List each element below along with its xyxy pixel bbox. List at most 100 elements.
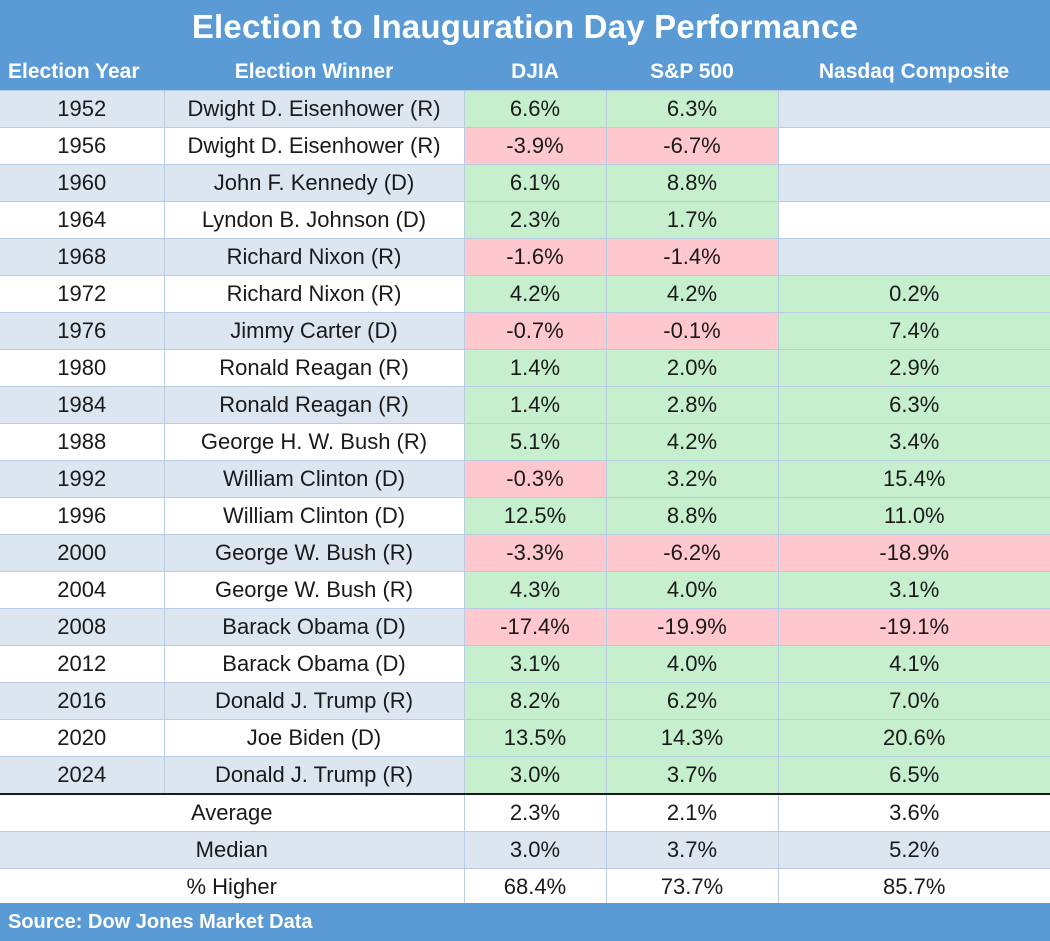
nasdaq-cell: 3.4% (778, 423, 1050, 461)
djia-cell: -3.9% (464, 127, 607, 165)
election-winner-cell: Richard Nixon (R) (164, 238, 465, 276)
nasdaq-cell (778, 90, 1050, 128)
djia-cell: -1.6% (464, 238, 607, 276)
source-note: Source: Dow Jones Market Data (0, 903, 1050, 941)
nasdaq-cell (778, 164, 1050, 202)
table-row: 1956 Dwight D. Eisenhower (R) -3.9% -6.7% (0, 127, 1050, 165)
table-row: 1980 Ronald Reagan (R) 1.4% 2.0% 2.9% (0, 349, 1050, 387)
election-year-cell: 1976 (0, 312, 165, 350)
summary-label: Average (0, 793, 465, 832)
summary-label: % Higher (0, 868, 465, 905)
performance-table: Election Year Election Winner DJIA S&P 5… (0, 53, 1050, 905)
election-winner-cell: Barack Obama (D) (164, 645, 465, 683)
election-year-cell: 1988 (0, 423, 165, 461)
sp500-cell: 4.2% (606, 423, 779, 461)
table-row: 2012 Barack Obama (D) 3.1% 4.0% 4.1% (0, 645, 1050, 683)
election-winner-cell: Barack Obama (D) (164, 608, 465, 646)
summary-row: Median 3.0% 3.7% 5.2% (0, 831, 1050, 869)
nasdaq-cell: 0.2% (778, 275, 1050, 313)
djia-cell: 6.6% (464, 90, 607, 128)
table-body: 1952 Dwight D. Eisenhower (R) 6.6% 6.3% 1956… (0, 90, 1050, 905)
summary-nasdaq-cell: 85.7% (778, 868, 1050, 905)
election-winner-cell: John F. Kennedy (D) (164, 164, 465, 202)
summary-nasdaq-cell: 3.6% (778, 793, 1050, 832)
column-header-sp500: S&P 500 (606, 53, 778, 91)
nasdaq-cell: 2.9% (778, 349, 1050, 387)
column-header-nasdaq: Nasdaq Composite (778, 53, 1050, 91)
column-header-election-winner: Election Winner (164, 53, 464, 91)
djia-cell: 4.3% (464, 571, 607, 609)
election-year-cell: 1968 (0, 238, 165, 276)
election-year-cell: 1956 (0, 127, 165, 165)
summary-sp500-cell: 73.7% (606, 868, 779, 905)
nasdaq-cell: 15.4% (778, 460, 1050, 498)
election-year-cell: 2008 (0, 608, 165, 646)
election-winner-cell: William Clinton (D) (164, 497, 465, 535)
djia-cell: 13.5% (464, 719, 607, 757)
sp500-cell: -6.7% (606, 127, 779, 165)
election-year-cell: 1952 (0, 90, 165, 128)
djia-cell: -17.4% (464, 608, 607, 646)
column-header-election-year: Election Year (0, 53, 164, 91)
summary-nasdaq-cell: 5.2% (778, 831, 1050, 869)
sp500-cell: 4.2% (606, 275, 779, 313)
nasdaq-cell: -19.1% (778, 608, 1050, 646)
sp500-cell: -1.4% (606, 238, 779, 276)
table-row: 2024 Donald J. Trump (R) 3.0% 3.7% 6.5% (0, 756, 1050, 794)
election-winner-cell: William Clinton (D) (164, 460, 465, 498)
nasdaq-cell: 4.1% (778, 645, 1050, 683)
table-row: 2008 Barack Obama (D) -17.4% -19.9% -19.1% (0, 608, 1050, 646)
djia-cell: 4.2% (464, 275, 607, 313)
sp500-cell: 6.2% (606, 682, 779, 720)
summary-label: Median (0, 831, 465, 869)
nasdaq-cell (778, 127, 1050, 165)
sp500-cell: 8.8% (606, 497, 779, 535)
sp500-cell: -6.2% (606, 534, 779, 572)
election-year-cell: 2016 (0, 682, 165, 720)
sp500-cell: 3.7% (606, 756, 779, 794)
election-winner-cell: Ronald Reagan (R) (164, 349, 465, 387)
table-title: Election to Inauguration Day Performance (0, 0, 1050, 53)
sp500-cell: 14.3% (606, 719, 779, 757)
election-year-cell: 1960 (0, 164, 165, 202)
summary-row: Average 2.3% 2.1% 3.6% (0, 793, 1050, 832)
table-row: 1984 Ronald Reagan (R) 1.4% 2.8% 6.3% (0, 386, 1050, 424)
table-row: 1976 Jimmy Carter (D) -0.7% -0.1% 7.4% (0, 312, 1050, 350)
election-winner-cell: George W. Bush (R) (164, 534, 465, 572)
nasdaq-cell: 20.6% (778, 719, 1050, 757)
table-row: 1972 Richard Nixon (R) 4.2% 4.2% 0.2% (0, 275, 1050, 313)
nasdaq-cell: 6.5% (778, 756, 1050, 794)
election-year-cell: 2024 (0, 756, 165, 794)
election-winner-cell: Joe Biden (D) (164, 719, 465, 757)
table-row: 1988 George H. W. Bush (R) 5.1% 4.2% 3.4% (0, 423, 1050, 461)
summary-sp500-cell: 3.7% (606, 831, 779, 869)
election-year-cell: 1964 (0, 201, 165, 239)
election-winner-cell: Lyndon B. Johnson (D) (164, 201, 465, 239)
election-winner-cell: Donald J. Trump (R) (164, 756, 465, 794)
election-winner-cell: Ronald Reagan (R) (164, 386, 465, 424)
table-row: 1952 Dwight D. Eisenhower (R) 6.6% 6.3% (0, 90, 1050, 128)
nasdaq-cell: 3.1% (778, 571, 1050, 609)
election-winner-cell: George W. Bush (R) (164, 571, 465, 609)
djia-cell: 1.4% (464, 386, 607, 424)
djia-cell: 3.1% (464, 645, 607, 683)
election-year-cell: 2020 (0, 719, 165, 757)
sp500-cell: 3.2% (606, 460, 779, 498)
election-winner-cell: Dwight D. Eisenhower (R) (164, 127, 465, 165)
table-row: 2016 Donald J. Trump (R) 8.2% 6.2% 7.0% (0, 682, 1050, 720)
election-year-cell: 1972 (0, 275, 165, 313)
nasdaq-cell (778, 238, 1050, 276)
nasdaq-cell: 6.3% (778, 386, 1050, 424)
djia-cell: 3.0% (464, 756, 607, 794)
djia-cell: 6.1% (464, 164, 607, 202)
sp500-cell: -19.9% (606, 608, 779, 646)
djia-cell: -3.3% (464, 534, 607, 572)
nasdaq-cell: 11.0% (778, 497, 1050, 535)
summary-djia-cell: 68.4% (464, 868, 607, 905)
election-year-cell: 2000 (0, 534, 165, 572)
sp500-cell: 1.7% (606, 201, 779, 239)
table-row: 1960 John F. Kennedy (D) 6.1% 8.8% (0, 164, 1050, 202)
header-row: Election Year Election Winner DJIA S&P 5… (0, 53, 1050, 91)
djia-cell: 8.2% (464, 682, 607, 720)
